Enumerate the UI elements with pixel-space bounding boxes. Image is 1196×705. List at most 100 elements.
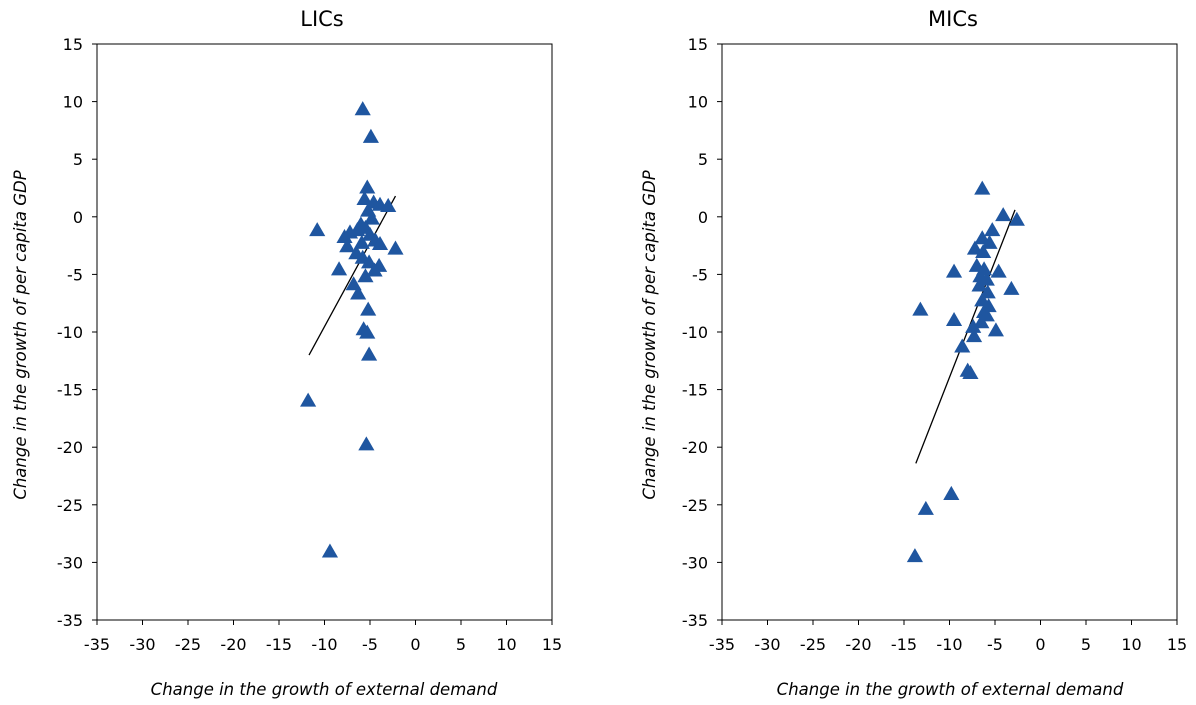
x-tick-label: -30 [129, 635, 155, 654]
data-point-triangle [339, 238, 356, 253]
x-tick-label: -20 [845, 635, 871, 654]
y-tick-label: -5 [692, 265, 708, 284]
x-tick-label: -15 [891, 635, 917, 654]
data-point-triangle [987, 322, 1004, 337]
x-tick-label: -25 [175, 635, 201, 654]
data-point-triangle [366, 262, 383, 277]
x-tick-label: 15 [542, 635, 562, 654]
chart-title: LICs [300, 7, 344, 31]
data-points [300, 101, 404, 558]
data-point-triangle [974, 180, 991, 195]
chart-panel-mics: MICs Change in the growth of external de… [640, 7, 1187, 699]
y-tick-label: -25 [682, 496, 708, 515]
data-point-triangle [973, 314, 990, 329]
x-tick-label: 5 [1081, 635, 1091, 654]
data-point-triangle [975, 244, 992, 259]
data-point-triangle [357, 268, 374, 283]
x-tick-label: -15 [266, 635, 292, 654]
y-tick-label: -15 [682, 381, 708, 400]
x-axis-label: Change in the growth of external demand [151, 680, 498, 699]
data-point-triangle [912, 301, 929, 316]
y-tick-label: 10 [63, 93, 83, 112]
data-point-triangle [380, 197, 397, 212]
data-point-triangle [387, 240, 404, 255]
x-tick-label: 0 [1035, 635, 1045, 654]
y-tick-label: -35 [682, 611, 708, 630]
data-point-triangle [371, 235, 389, 250]
data-point-triangle [962, 364, 979, 379]
y-tick-label: 0 [73, 208, 83, 227]
trendline [308, 195, 397, 356]
y-tick-label: -35 [57, 611, 83, 630]
data-point-triangle [321, 543, 339, 558]
x-axis-label: Change in the growth of external demand [777, 680, 1124, 699]
plot-area-frame [721, 43, 1178, 621]
data-point-triangle [356, 191, 373, 206]
y-tick-label: 10 [688, 93, 708, 112]
y-tick-label: -30 [682, 553, 708, 572]
x-tick-label: -10 [936, 635, 962, 654]
x-tick-label: 5 [456, 635, 466, 654]
y-tick-label: -15 [57, 381, 83, 400]
data-point-triangle [984, 222, 1001, 237]
y-axis-label: Change in the growth of per capita GDP [640, 170, 659, 499]
data-point-triangle [363, 210, 380, 225]
data-point-triangle [1008, 211, 1025, 226]
x-tick-label: -35 [709, 635, 735, 654]
data-point-triangle [966, 240, 984, 255]
data-point-triangle [945, 263, 963, 278]
x-tick-label: -35 [84, 635, 110, 654]
x-tick-label: -5 [987, 635, 1003, 654]
data-point-triangle [971, 277, 988, 292]
data-point-triangle [945, 311, 963, 327]
data-point-triangle [309, 222, 326, 237]
data-point-triangle [350, 285, 367, 300]
y-tick-label: -5 [67, 265, 83, 284]
data-point-triangle [358, 436, 375, 451]
y-tick-label: -25 [57, 496, 83, 515]
y-tick-label: 15 [63, 35, 83, 54]
data-point-triangle [1003, 280, 1020, 295]
trendline-group [915, 209, 1016, 464]
y-tick-label: -20 [57, 438, 83, 457]
y-tick-label: -10 [682, 323, 708, 342]
data-point-triangle [354, 101, 371, 116]
data-point-triangle [943, 485, 960, 500]
y-tick-label: 15 [688, 35, 708, 54]
x-tick-label: -30 [754, 635, 780, 654]
x-axis-ticks: -35 -30 -25 -20 -15 -10 -5 0 5 10 15 [84, 620, 562, 654]
plot-area-frame [96, 43, 553, 621]
trendline [915, 209, 1016, 464]
data-point-triangle [362, 128, 379, 143]
chart-title: MICs [928, 7, 978, 31]
x-tick-label: 0 [410, 635, 420, 654]
data-point-triangle [361, 254, 378, 269]
y-tick-label: -10 [57, 323, 83, 342]
y-tick-label: 5 [73, 150, 83, 169]
data-point-triangle [917, 500, 934, 515]
data-point-triangle [330, 261, 348, 276]
x-tick-label: -20 [220, 635, 246, 654]
x-tick-label: -5 [362, 635, 378, 654]
x-tick-label: -25 [800, 635, 826, 654]
y-tick-label: 0 [698, 208, 708, 227]
x-tick-label: 10 [1121, 635, 1141, 654]
data-point-triangle [300, 392, 317, 407]
x-tick-label: 10 [496, 635, 516, 654]
data-point-triangle [990, 263, 1007, 278]
x-axis-ticks: -35 -30 -25 -20 -15 -10 -5 0 5 10 15 [709, 620, 1187, 654]
data-point-triangle [359, 324, 376, 339]
chart-panel-lics: LICs Change in the growth of external de… [11, 7, 562, 699]
data-point-triangle [965, 328, 983, 343]
data-point-triangle [360, 301, 377, 316]
data-point-triangle [954, 338, 971, 353]
x-tick-label: -10 [311, 635, 337, 654]
y-tick-label: 5 [698, 150, 708, 169]
data-point-triangle [359, 179, 376, 194]
data-points [906, 180, 1025, 563]
data-point-triangle [965, 318, 982, 333]
y-axis-ticks: 15 10 5 0 -5 -10 -15 -20 -25 -30 -35 [57, 35, 97, 630]
x-tick-label: 15 [1167, 635, 1187, 654]
data-point-triangle [995, 207, 1012, 222]
